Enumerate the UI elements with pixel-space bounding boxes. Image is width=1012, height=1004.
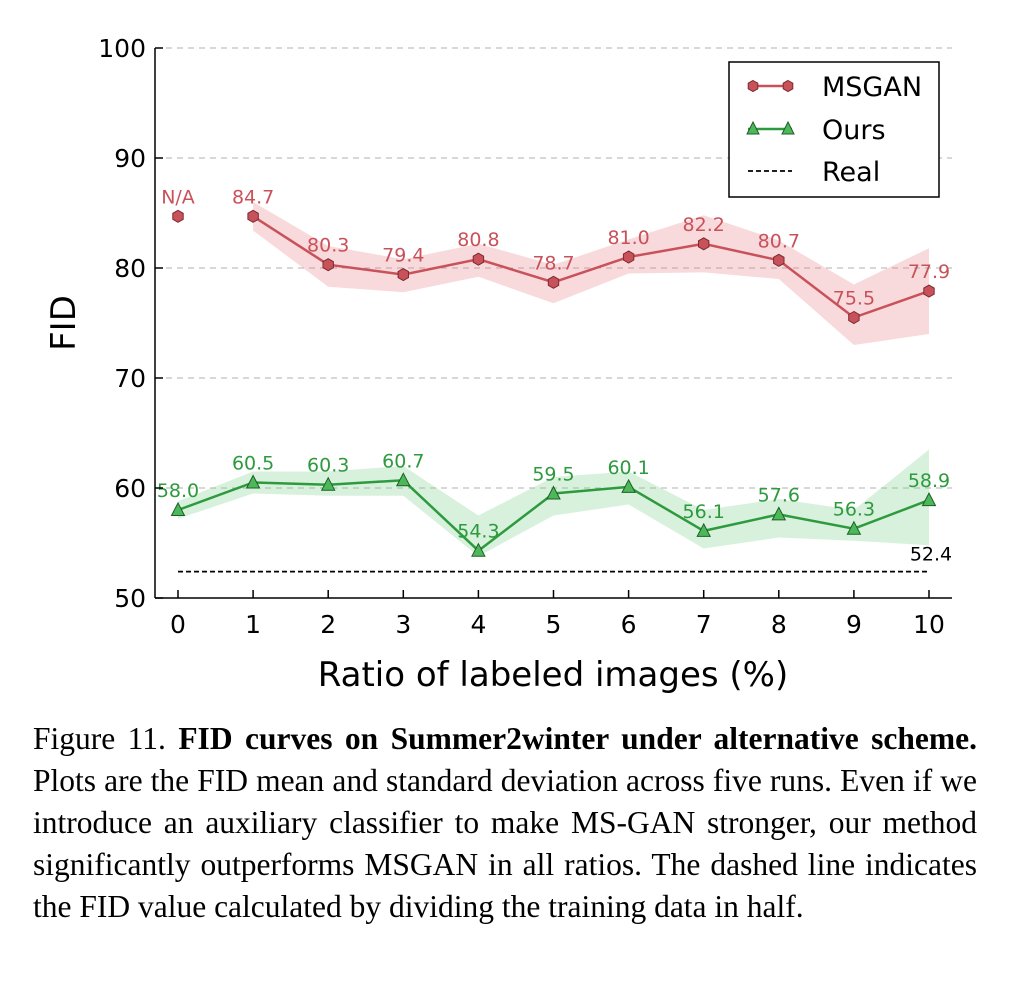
msgan-point [397,268,409,282]
ours-data-label: 60.7 [382,450,424,472]
y-tick-label: 80 [114,254,146,283]
msgan-data-label: 80.7 [758,230,800,252]
ours-data-label: 54.3 [457,521,499,543]
caption-bold: FID curves on Summer2winter under altern… [178,721,977,756]
msgan-data-label: 82.2 [683,214,725,236]
x-tick-label: 5 [546,610,562,639]
msgan-point [773,253,785,267]
ours-point [320,476,336,491]
legend-msgan-marker-right [782,79,794,93]
caption-prefix: Figure 11. [33,721,179,756]
msgan-point [472,252,485,266]
msgan-std-band [253,202,930,345]
ours-data-label: 59.5 [532,464,574,486]
ours-data-label: 57.6 [758,484,800,506]
msgan-data-label: N/A [161,186,195,208]
y-tick-label: 50 [114,584,146,613]
msgan-point [698,237,710,251]
x-tick-label: 1 [245,610,261,639]
legend-ours-marker-left [746,120,760,135]
msgan-data-label: 78.7 [532,252,574,274]
y-tick-label: 100 [98,34,146,63]
std-bands [178,202,930,557]
ours-data-label: 60.5 [232,453,274,475]
y-tick-label: 60 [114,474,146,503]
x-axis-title: Ratio of labeled images (%) [318,655,788,695]
ours-data-label: 56.3 [833,499,875,521]
ours-data-label: 58.0 [157,480,199,502]
legend-msgan-label: MSGAN [822,72,922,103]
x-tick-label: 0 [170,610,186,639]
x-tick-label: 7 [696,610,712,639]
msgan-data-label: 79.4 [382,245,424,267]
x-tick-label: 10 [913,610,945,639]
msgan-data-label: 75.5 [833,288,875,310]
ours-point [696,522,712,537]
msgan-data-label: 81.0 [607,227,649,249]
y-tick-label: 90 [114,144,146,173]
x-tick-label: 4 [470,610,486,639]
legend-msgan-marker-left [747,79,759,93]
msgan-point [848,310,860,325]
ours-data-label: 60.3 [307,455,349,477]
ours-point [621,478,636,493]
x-tick-label: 2 [320,610,336,639]
ours-point [245,474,261,489]
x-tick-label: 6 [621,610,637,639]
y-tick-label: 70 [114,364,146,393]
ours-data-label: 56.1 [683,501,725,523]
figure-caption: Figure 11. FID curves on Summer2winter u… [33,718,977,928]
data-labels: N/A 84.7 80.3 79.4 80.8 78.7 81.0 82.2 80.7 75.5 7… [157,186,952,565]
ours-point [921,492,937,507]
msgan-data-label: 84.7 [232,186,274,208]
x-tick-label: 9 [846,610,862,639]
ticks: 50 60 70 80 90 100 0 1 2 3 4 5 6 7 8 9 10 [98,34,945,639]
msgan-line [252,215,930,319]
y-axis-title: FID [44,295,84,351]
ours-point [771,506,787,521]
legend-ours-label: Ours [822,115,886,146]
msgan-point [622,250,635,264]
ours-point [846,520,862,535]
msgan-point [322,258,334,272]
ours-data-label: 58.9 [908,470,950,492]
msgan-data-label: 80.3 [307,235,349,257]
legend-ours-marker-right [781,120,795,135]
ours-std-band [178,449,929,557]
fid-chart: N/A 84.7 80.3 79.4 80.8 78.7 81.0 82.2 80.7 75.5 7… [44,34,952,695]
msgan-point [547,275,560,289]
ours-data-label: 60.1 [607,457,649,479]
caption-text: Plots are the FID mean and standard devi… [33,763,977,924]
msgan-point [247,209,259,223]
msgan-data-label: 80.8 [457,229,499,251]
legend: MSGAN Ours Real [728,61,940,198]
msgan-point [172,209,184,223]
ours-point [546,485,561,500]
x-tick-label: 8 [771,610,787,639]
series-markers [170,209,937,557]
ours-point [471,542,486,557]
ours-point [395,472,411,487]
legend-real-label: Real [822,157,880,188]
msgan-data-label: 77.9 [908,261,950,283]
real-data-label: 52.4 [910,544,952,566]
ours-point [170,501,186,516]
x-tick-label: 3 [395,610,411,639]
msgan-point [923,284,935,298]
